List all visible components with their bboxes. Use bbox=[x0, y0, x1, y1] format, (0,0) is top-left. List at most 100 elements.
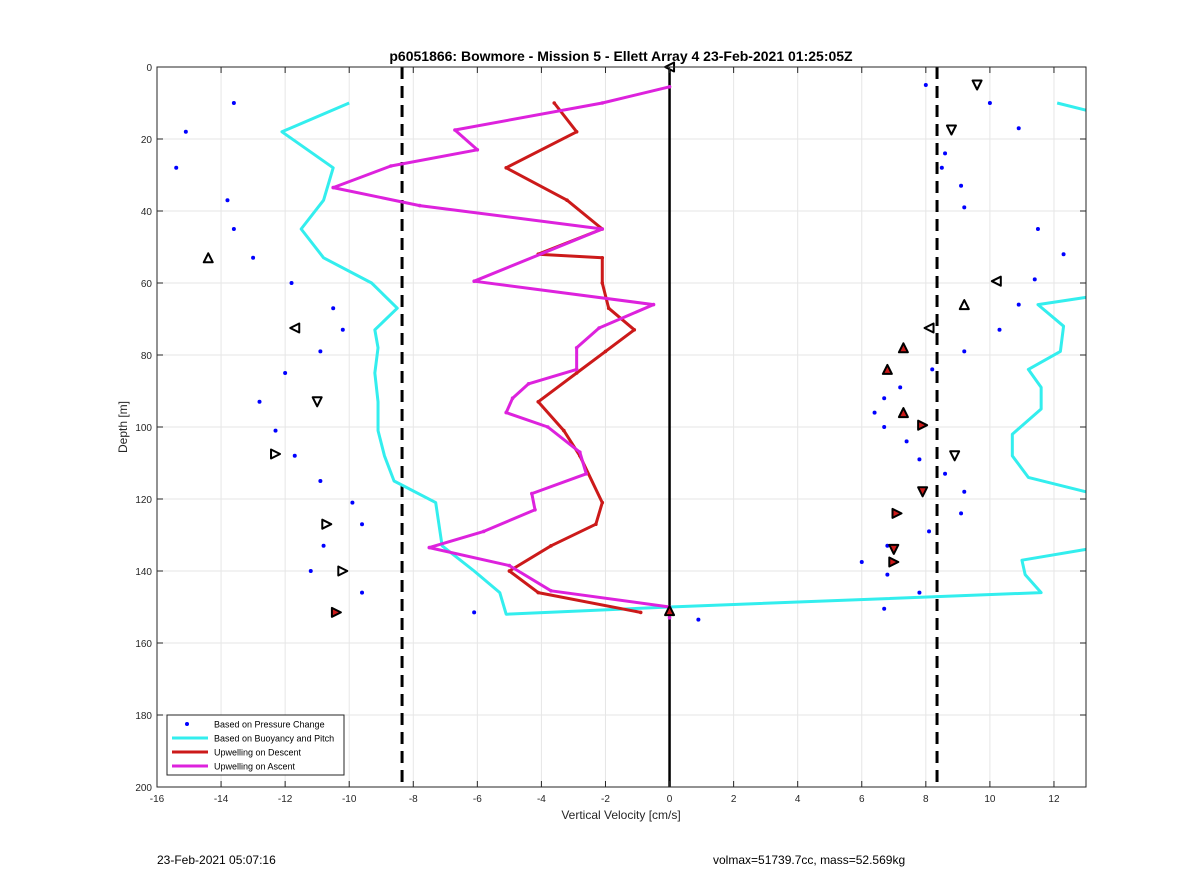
data-point bbox=[600, 227, 605, 231]
data-point bbox=[321, 543, 326, 548]
data-point bbox=[1032, 277, 1037, 282]
data-point bbox=[667, 85, 672, 89]
data-point bbox=[427, 545, 432, 550]
y-axis-label: Depth [m] bbox=[116, 401, 130, 453]
data-point bbox=[318, 479, 323, 483]
x-tick-label: -14 bbox=[214, 794, 229, 805]
data-point bbox=[632, 328, 637, 332]
data-point bbox=[923, 83, 928, 87]
data-point bbox=[389, 164, 393, 168]
legend-swatch-dot bbox=[185, 722, 189, 726]
data-point bbox=[552, 101, 557, 105]
triangle-marker-down bbox=[971, 79, 983, 91]
data-point bbox=[549, 589, 553, 593]
data-point bbox=[943, 151, 948, 156]
y-tick-label: 120 bbox=[135, 495, 152, 506]
series-line bbox=[1056, 101, 1087, 112]
triangle-marker-down bbox=[945, 124, 957, 136]
series-cyan-profile-right-middle bbox=[1010, 295, 1087, 494]
triangle-marker-right bbox=[337, 565, 349, 577]
triangle-marker-right bbox=[891, 507, 903, 519]
series-line bbox=[280, 101, 1087, 616]
x-axis-label: Vertical Velocity [cm/s] bbox=[561, 808, 680, 822]
triangle-marker-up bbox=[958, 299, 970, 311]
triangle-marker-right bbox=[270, 448, 282, 460]
data-point bbox=[350, 500, 355, 505]
data-point bbox=[959, 511, 964, 516]
triangle-marker-up bbox=[664, 605, 676, 617]
triangle-marker-left bbox=[923, 322, 935, 334]
x-tick-label: 2 bbox=[731, 794, 737, 805]
reference-lines bbox=[400, 67, 939, 787]
data-point bbox=[606, 306, 611, 311]
series-cyan-profile-right bbox=[1056, 101, 1087, 112]
data-point bbox=[962, 489, 967, 494]
axis-ticks: -16 -14 -12 -10 -8 -6 -4 -2 0 2 4 6 8 10 1202040608010… bbox=[135, 63, 1086, 805]
y-tick-label: 180 bbox=[135, 711, 152, 722]
data-point bbox=[1016, 302, 1021, 307]
triangle-marker-up bbox=[897, 342, 909, 354]
data-point bbox=[959, 183, 964, 188]
data-point bbox=[475, 148, 480, 152]
triangle-marker-down bbox=[888, 543, 900, 555]
legend-label: Based on Pressure Change bbox=[214, 720, 325, 730]
data-point bbox=[574, 371, 579, 375]
data-point bbox=[898, 385, 903, 390]
data-point bbox=[251, 255, 256, 260]
data-point bbox=[530, 491, 534, 496]
series-based-on-pressure-change bbox=[174, 83, 1066, 622]
data-point bbox=[574, 367, 579, 372]
data-point bbox=[600, 281, 605, 285]
data-point bbox=[987, 101, 992, 105]
data-point bbox=[638, 610, 643, 615]
data-point bbox=[340, 327, 345, 332]
x-tick-label: -10 bbox=[342, 794, 357, 805]
data-point bbox=[549, 544, 553, 548]
series-upwelling-on-ascent bbox=[331, 85, 672, 620]
data-point bbox=[472, 279, 476, 284]
y-tick-label: 0 bbox=[146, 63, 152, 74]
triangle-marker-down bbox=[917, 486, 929, 498]
y-tick-label: 80 bbox=[141, 351, 153, 362]
data-point bbox=[360, 522, 365, 527]
data-point bbox=[231, 227, 236, 231]
data-point bbox=[1061, 252, 1066, 257]
data-point bbox=[562, 428, 566, 433]
legend-label: Upwelling on Descent bbox=[214, 748, 302, 758]
x-tick-label: -8 bbox=[409, 794, 418, 805]
data-point bbox=[231, 101, 236, 105]
data-point bbox=[597, 326, 601, 330]
data-point bbox=[578, 450, 582, 455]
data-point bbox=[507, 569, 512, 573]
x-tick-label: 0 bbox=[667, 794, 673, 805]
data-point bbox=[510, 396, 515, 401]
data-point bbox=[360, 590, 365, 595]
triangle-marker-up bbox=[897, 407, 909, 419]
data-point bbox=[565, 198, 569, 202]
data-point bbox=[600, 101, 605, 105]
data-point bbox=[536, 590, 541, 595]
series-upwelling-on-descent bbox=[504, 101, 643, 615]
data-point bbox=[594, 522, 598, 526]
x-tick-label: 4 bbox=[795, 794, 801, 805]
data-point bbox=[927, 529, 932, 534]
y-tick-label: 100 bbox=[135, 423, 152, 434]
data-point bbox=[1016, 126, 1021, 131]
data-point bbox=[481, 529, 486, 534]
x-tick-label: 8 bbox=[923, 794, 929, 805]
data-point bbox=[882, 606, 887, 611]
data-point bbox=[882, 425, 887, 429]
data-point bbox=[882, 396, 887, 401]
y-tick-label: 160 bbox=[135, 639, 152, 650]
x-tick-label: -16 bbox=[150, 794, 165, 805]
data-point bbox=[308, 569, 313, 573]
data-point bbox=[939, 165, 944, 170]
data-point bbox=[507, 563, 512, 568]
y-tick-label: 140 bbox=[135, 567, 152, 578]
legend-label: Based on Buoyancy and Pitch bbox=[214, 734, 334, 744]
triangle-marker-up bbox=[881, 363, 893, 375]
data-point bbox=[318, 349, 323, 354]
data-point bbox=[872, 410, 877, 415]
legend: Based on Pressure Change Based on Buoyanc… bbox=[166, 714, 345, 776]
